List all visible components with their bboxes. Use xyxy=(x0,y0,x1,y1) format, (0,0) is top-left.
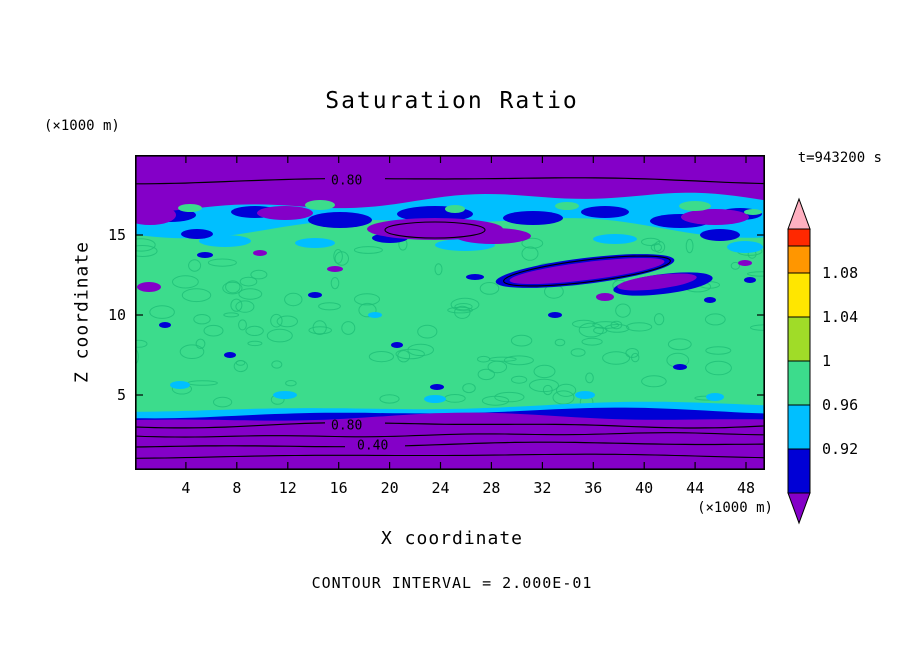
x-tick-label: 44 xyxy=(686,479,705,497)
x-tick-label: 20 xyxy=(380,479,399,497)
x-axis-label: X coordinate xyxy=(380,528,524,549)
x-axis-units: (×1000 m) xyxy=(697,500,773,516)
colorbar-tick-label: 1.04 xyxy=(822,308,858,326)
x-tick-label: 8 xyxy=(232,479,242,497)
x-tick-label: 24 xyxy=(431,479,450,497)
contour-line-label: 0.80 xyxy=(331,174,362,189)
colorbar-tick-label: 1 xyxy=(822,352,831,370)
y-tick-label: 15 xyxy=(107,226,126,244)
x-tick-label: 32 xyxy=(533,479,552,497)
x-tick-label: 40 xyxy=(635,479,654,497)
contour-line-label: 0.80 xyxy=(331,419,362,434)
colorbar-tick-label: 0.96 xyxy=(822,396,858,414)
x-tick-label: 4 xyxy=(181,479,191,497)
y-tick-label: 5 xyxy=(116,386,126,404)
x-tick-label: 36 xyxy=(584,479,603,497)
x-tick-label: 12 xyxy=(278,479,297,497)
timestamp-label: t=943200 s xyxy=(797,150,882,166)
x-tick-label: 16 xyxy=(329,479,348,497)
colorbar-svg: 1.08 1.04 1 0.96 0.92 xyxy=(787,197,858,525)
contour-interval-label: CONTOUR INTERVAL = 2.000E-01 xyxy=(311,574,593,592)
y-axis-units: (×1000 m) xyxy=(44,118,120,134)
contour-line-label: 0.40 xyxy=(357,439,388,454)
chart-title: Saturation Ratio xyxy=(325,88,579,114)
x-tick-label: 48 xyxy=(737,479,756,497)
y-tick-label: 10 xyxy=(107,306,126,324)
x-tick-label: 28 xyxy=(482,479,501,497)
colorbar-tick-label: 0.92 xyxy=(822,440,858,458)
colorbar-tick-label: 1.08 xyxy=(822,264,858,282)
field-svg: 0.80 0.80 0.40 xyxy=(135,155,765,470)
y-axis-label: Z coordinate xyxy=(71,240,93,384)
